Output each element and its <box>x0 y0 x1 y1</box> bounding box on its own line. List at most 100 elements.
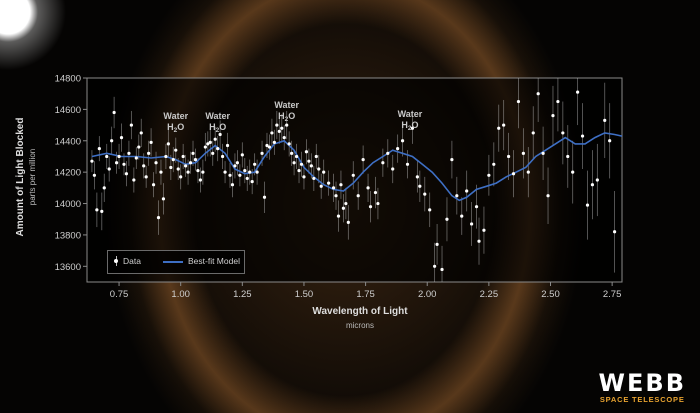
data-point <box>396 147 400 151</box>
data-point <box>208 140 212 144</box>
data-point <box>556 99 560 104</box>
data-point <box>137 145 141 149</box>
data-point <box>117 154 121 159</box>
data-point <box>368 205 373 209</box>
data-point <box>297 168 301 173</box>
annotation-label: Water <box>398 109 423 119</box>
data-point <box>105 154 109 159</box>
data-point <box>97 147 101 151</box>
data-point <box>161 197 166 201</box>
annotation-label: Water <box>205 111 230 121</box>
data-point <box>317 167 321 171</box>
data-point <box>521 151 525 155</box>
webb-logo: WEBB SPACE TELESCOPE <box>599 371 686 404</box>
data-point <box>102 186 106 190</box>
data-point <box>282 136 286 140</box>
data-point <box>445 217 449 221</box>
data-point <box>211 151 215 155</box>
y-tick-label: 14200 <box>55 168 81 179</box>
data-point <box>351 173 355 177</box>
data-point <box>391 167 395 171</box>
data-point <box>285 123 289 127</box>
data-point <box>312 176 316 181</box>
data-point <box>277 129 281 133</box>
data-point <box>164 154 168 159</box>
y-axis-title: Amount of Light Blocked parts per millio… <box>15 87 45 267</box>
data-point <box>181 154 185 159</box>
data-point <box>203 145 207 149</box>
data-point <box>127 151 131 155</box>
data-point <box>184 164 188 168</box>
data-point <box>112 110 116 115</box>
data-point <box>474 205 479 209</box>
data-point <box>290 151 294 155</box>
data-point <box>255 170 259 174</box>
data-point <box>124 172 129 176</box>
data-point <box>144 175 148 179</box>
data-point <box>450 158 454 162</box>
data-point <box>608 139 612 143</box>
plot-frame <box>86 77 623 283</box>
logo-wordmark: WEBB <box>598 369 686 397</box>
data-point <box>585 203 590 207</box>
data-point <box>536 92 540 96</box>
data-point <box>576 90 580 94</box>
data-point <box>110 139 114 143</box>
data-point <box>361 158 365 162</box>
data-point <box>477 239 481 243</box>
data-point <box>198 178 203 182</box>
data-point <box>566 154 570 159</box>
data-point <box>497 126 501 130</box>
data-point <box>410 126 415 130</box>
data-point <box>302 175 306 179</box>
data-point <box>327 181 331 185</box>
data-point <box>233 164 237 168</box>
data-point <box>613 230 617 234</box>
data-point <box>230 183 235 187</box>
data-point <box>260 151 264 155</box>
data-point <box>551 114 555 118</box>
data-point <box>309 164 313 168</box>
data-point <box>331 186 336 190</box>
annotation-label: Water <box>274 100 299 110</box>
data-point <box>346 220 350 224</box>
data-point <box>248 170 252 174</box>
data-point <box>506 154 511 159</box>
data-point <box>151 183 156 187</box>
data-point <box>580 134 585 138</box>
x-tick-label: 1.75 <box>356 289 375 300</box>
annotation-label: Water <box>163 111 188 121</box>
data-point <box>433 264 437 268</box>
data-point <box>571 170 575 174</box>
data-point <box>122 162 126 166</box>
data-point <box>294 154 299 159</box>
data-point <box>275 123 279 127</box>
legend-data-label: Data <box>123 256 141 266</box>
data-point <box>341 206 346 210</box>
annotation-formula: H2O <box>401 120 418 132</box>
data-point <box>487 173 491 177</box>
data-point <box>561 131 565 135</box>
data-point <box>428 208 432 212</box>
data-point <box>206 142 210 146</box>
data-point <box>169 165 173 170</box>
data-point <box>243 168 247 173</box>
data-point <box>356 194 360 198</box>
data-point <box>516 99 521 104</box>
data-point <box>139 131 143 135</box>
data-point <box>250 179 254 184</box>
data-point <box>386 151 390 155</box>
data-point <box>238 173 242 177</box>
x-tick-label: 1.50 <box>295 289 314 300</box>
annotation-formula: H2O <box>209 122 226 134</box>
y-tick-label: 13600 <box>55 262 81 273</box>
y-tick-label: 14600 <box>55 105 81 116</box>
y-tick-label: 13800 <box>55 230 81 241</box>
data-point <box>376 201 380 206</box>
data-point <box>334 194 338 198</box>
data-point <box>171 158 175 162</box>
data-point <box>193 158 198 162</box>
data-point <box>381 161 385 165</box>
